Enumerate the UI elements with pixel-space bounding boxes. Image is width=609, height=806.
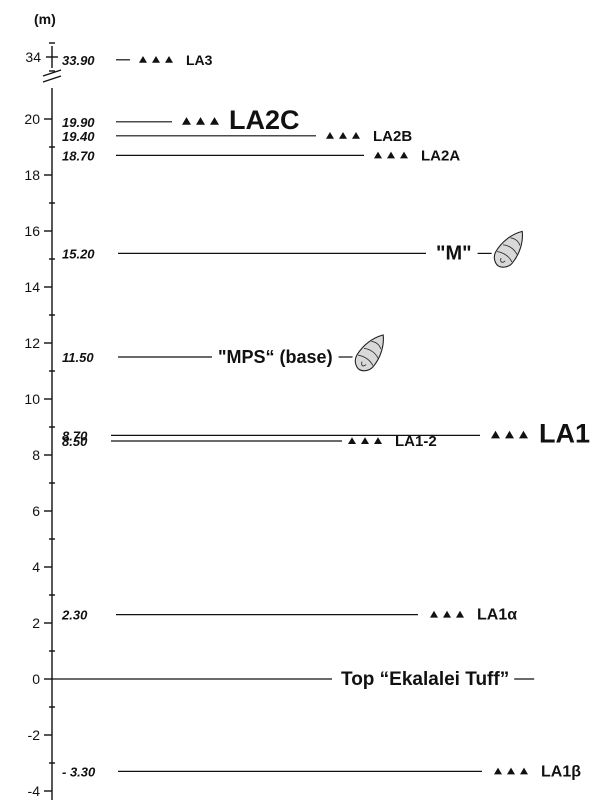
tuff-triangle <box>443 610 451 618</box>
tuff-triangle <box>139 56 147 63</box>
depth-label: 15.20 <box>62 246 95 261</box>
depth-label: 33.90 <box>62 53 95 68</box>
axis-tick-label: 16 <box>24 223 40 239</box>
tuff-symbol <box>326 132 360 139</box>
horizon-mps: 11.50 "MPS“ (base) <box>62 334 384 372</box>
horizon-name-label: "MPS“ (base) <box>218 347 333 367</box>
tuff-triangle <box>507 767 515 775</box>
horizon-name-label: LA1 <box>539 418 590 448</box>
tuff-triangle <box>494 767 502 775</box>
tuff-triangle <box>374 437 382 444</box>
horizon-name-label: Top “Ekalalei Tuff” <box>341 669 509 690</box>
tuff-symbol <box>182 117 219 125</box>
tuff-triangle <box>456 610 464 618</box>
depth-label: 18.70 <box>62 148 95 163</box>
tuff-triangle <box>352 132 360 139</box>
gastropod-shell-icon <box>354 334 384 372</box>
horizon-name-label: LA2C <box>229 105 300 135</box>
tuff-symbol <box>374 151 408 159</box>
horizon-name-label: "M" <box>436 242 472 264</box>
tuff-triangle <box>361 437 369 444</box>
tuff-triangle <box>519 430 528 439</box>
tuff-triangle <box>152 56 160 63</box>
tuff-triangle <box>210 117 219 125</box>
tuff-triangle <box>374 151 382 159</box>
depth-label: 11.50 <box>62 350 94 365</box>
depth-label: 19.40 <box>62 129 95 144</box>
axis-tick-label: 10 <box>24 391 40 407</box>
axis-tick-label: -4 <box>28 783 41 799</box>
tuff-triangle <box>505 430 514 439</box>
horizon-name-label: LA1β <box>541 763 581 780</box>
horizon-la3: 33.90 LA3 <box>62 52 213 68</box>
axis-tick-label: 12 <box>24 335 40 351</box>
axis-break-mark <box>42 75 62 83</box>
horizon-la2a: 18.70 LA2A <box>62 147 460 164</box>
tuff-triangle <box>196 117 205 125</box>
tuff-symbol <box>491 430 528 439</box>
axis-tick-label: 0 <box>32 671 40 687</box>
gastropod-shell-icon <box>493 230 524 268</box>
depth-axis: 34 -4 -2 0 2 4 6 8 10 12 14 16 18 20 <box>24 42 62 800</box>
horizon-top-ekalalei: Top “Ekalalei Tuff” <box>52 669 535 690</box>
tuff-triangle <box>520 767 528 775</box>
horizon-la1-alpha: 2.30 LA1α <box>61 607 517 624</box>
horizon-name-label: LA1-2 <box>395 433 437 450</box>
axis-tick-label: 2 <box>32 615 40 631</box>
axis-tick-label: 8 <box>32 447 40 463</box>
horizon-name-label: LA2B <box>373 128 412 145</box>
horizon-m: 15.20 "M" <box>62 230 524 268</box>
tuff-triangle <box>348 437 356 444</box>
axis-tick-label: 4 <box>32 559 40 575</box>
tuff-triangle <box>165 56 173 63</box>
horizon-la1-2: 8.50 LA1-2 <box>62 433 437 450</box>
tuff-triangle <box>182 117 191 125</box>
axis-tick-label: 18 <box>24 167 40 183</box>
horizon-la1-beta: - 3.30 LA1β <box>62 763 581 780</box>
horizon-name-label: LA2A <box>421 147 460 164</box>
depth-label: 8.50 <box>62 434 88 449</box>
depth-label: - 3.30 <box>62 764 96 779</box>
horizons: 33.90 LA3 19.90 LA2C 19.40 LA2B 18.70 LA2A 15.20… <box>52 52 590 780</box>
tuff-triangle <box>400 151 408 159</box>
depth-label: 19.90 <box>62 115 95 130</box>
horizon-la2c: 19.90 LA2C <box>62 105 300 135</box>
axis-unit-label: (m) <box>34 11 56 27</box>
axis-tick-label: 14 <box>24 279 40 295</box>
tuff-symbol <box>139 56 173 63</box>
tuff-triangle <box>491 430 500 439</box>
tuff-triangle <box>430 610 438 618</box>
tuff-symbol <box>348 437 382 444</box>
tuff-symbol <box>430 610 464 618</box>
horizon-name-label: LA3 <box>186 52 213 68</box>
axis-break-mark <box>42 69 62 77</box>
axis-tick-label: 20 <box>24 111 40 127</box>
tuff-triangle <box>387 151 395 159</box>
axis-tick-label: 6 <box>32 503 40 519</box>
tuff-triangle <box>326 132 334 139</box>
horizon-name-label: LA1α <box>477 607 517 624</box>
axis-tick-label: 34 <box>25 49 41 65</box>
horizon-la2b: 19.40 LA2B <box>62 128 412 145</box>
horizon-la1: 8.70 LA1 <box>62 418 590 448</box>
depth-label: 8.70 <box>62 428 88 443</box>
tuff-symbol <box>494 767 528 775</box>
tuff-triangle <box>339 132 347 139</box>
axis-tick-label: -2 <box>28 727 41 743</box>
depth-label: 2.30 <box>61 608 88 623</box>
